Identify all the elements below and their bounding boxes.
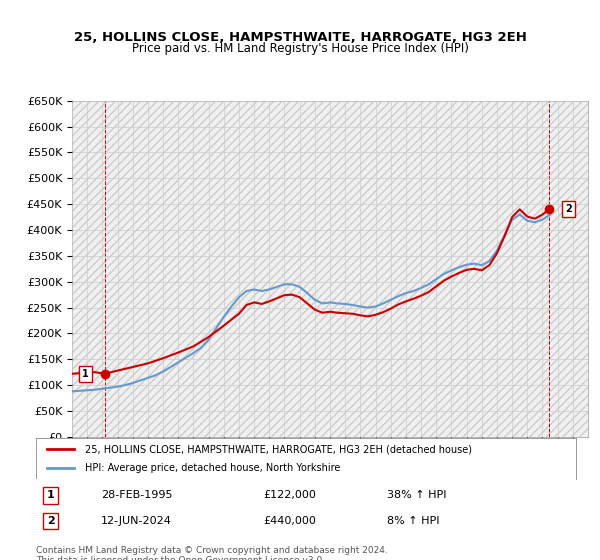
Text: Price paid vs. HM Land Registry's House Price Index (HPI): Price paid vs. HM Land Registry's House …	[131, 42, 469, 55]
Text: HPI: Average price, detached house, North Yorkshire: HPI: Average price, detached house, Nort…	[85, 463, 340, 473]
Text: 25, HOLLINS CLOSE, HAMPSTHWAITE, HARROGATE, HG3 2EH: 25, HOLLINS CLOSE, HAMPSTHWAITE, HARROGA…	[74, 31, 526, 44]
Text: 1: 1	[47, 490, 55, 500]
Text: £440,000: £440,000	[263, 516, 316, 526]
Text: 8% ↑ HPI: 8% ↑ HPI	[387, 516, 439, 526]
Text: 38% ↑ HPI: 38% ↑ HPI	[387, 490, 446, 500]
Text: 28-FEB-1995: 28-FEB-1995	[101, 490, 172, 500]
Text: £122,000: £122,000	[263, 490, 316, 500]
Text: Contains HM Land Registry data © Crown copyright and database right 2024.
This d: Contains HM Land Registry data © Crown c…	[36, 546, 388, 560]
Text: 25, HOLLINS CLOSE, HAMPSTHWAITE, HARROGATE, HG3 2EH (detached house): 25, HOLLINS CLOSE, HAMPSTHWAITE, HARROGA…	[85, 445, 472, 454]
Text: 2: 2	[47, 516, 55, 526]
Text: 12-JUN-2024: 12-JUN-2024	[101, 516, 172, 526]
Text: 1: 1	[82, 368, 89, 379]
Text: 2: 2	[565, 204, 572, 214]
